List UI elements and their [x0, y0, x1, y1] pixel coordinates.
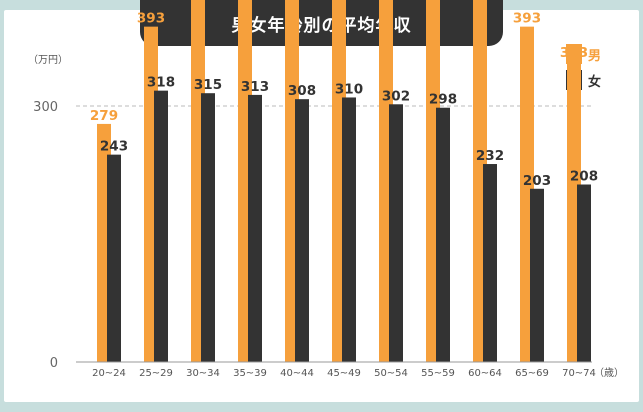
- bar-female: [436, 107, 450, 362]
- y-axis-unit: （万円）: [28, 55, 68, 66]
- data-label-female: 203: [523, 173, 551, 189]
- x-tick-label: 40~44: [280, 368, 314, 379]
- x-tick-label: 65~69: [515, 368, 549, 379]
- x-tick-label: 70~74: [562, 368, 596, 379]
- bar-female: [389, 104, 403, 362]
- data-label-female: 313: [241, 79, 269, 95]
- data-label-male: 393: [513, 11, 541, 27]
- x-axis-unit: （歳）: [594, 367, 624, 379]
- y-tick-label: 0: [50, 356, 58, 371]
- bar-female: [295, 99, 309, 362]
- data-label-male: 353: [560, 45, 588, 61]
- bar-female: [248, 94, 262, 362]
- data-label-female: 232: [476, 148, 504, 164]
- bar-female: [107, 154, 121, 362]
- data-label-male: 393: [137, 11, 165, 27]
- x-tick-label: 50~54: [374, 368, 408, 379]
- bar-female: [342, 97, 356, 362]
- data-label-female: 318: [147, 75, 175, 91]
- y-tick-label: 300: [33, 100, 58, 115]
- legend-label-male: 男: [588, 48, 602, 64]
- x-tick-label: 45~49: [327, 368, 361, 379]
- data-label-female: 302: [382, 88, 410, 104]
- data-label-female: 243: [100, 139, 128, 155]
- x-tick-label: 35~39: [233, 368, 267, 379]
- legend-swatch-male: [566, 44, 582, 64]
- bar-female: [201, 93, 215, 362]
- legend-label-female: 女: [588, 74, 602, 90]
- bar-female: [483, 164, 497, 362]
- data-label-female: 298: [429, 92, 457, 108]
- x-tick-label: 55~59: [421, 368, 455, 379]
- x-tick-label: 30~34: [186, 368, 220, 379]
- bar-female: [530, 188, 544, 362]
- legend-item-male: 男: [566, 44, 601, 64]
- data-label-female: 208: [570, 169, 598, 185]
- bar-female: [577, 184, 591, 362]
- data-label-female: 308: [288, 83, 316, 99]
- data-label-female: 315: [194, 77, 222, 93]
- x-tick-label: 25~29: [139, 368, 173, 379]
- x-tick-label: 60~64: [468, 368, 502, 379]
- data-label-male: 279: [90, 108, 118, 124]
- x-tick-label: 20~24: [92, 368, 126, 379]
- data-label-female: 310: [335, 81, 363, 97]
- bar-female: [154, 90, 168, 362]
